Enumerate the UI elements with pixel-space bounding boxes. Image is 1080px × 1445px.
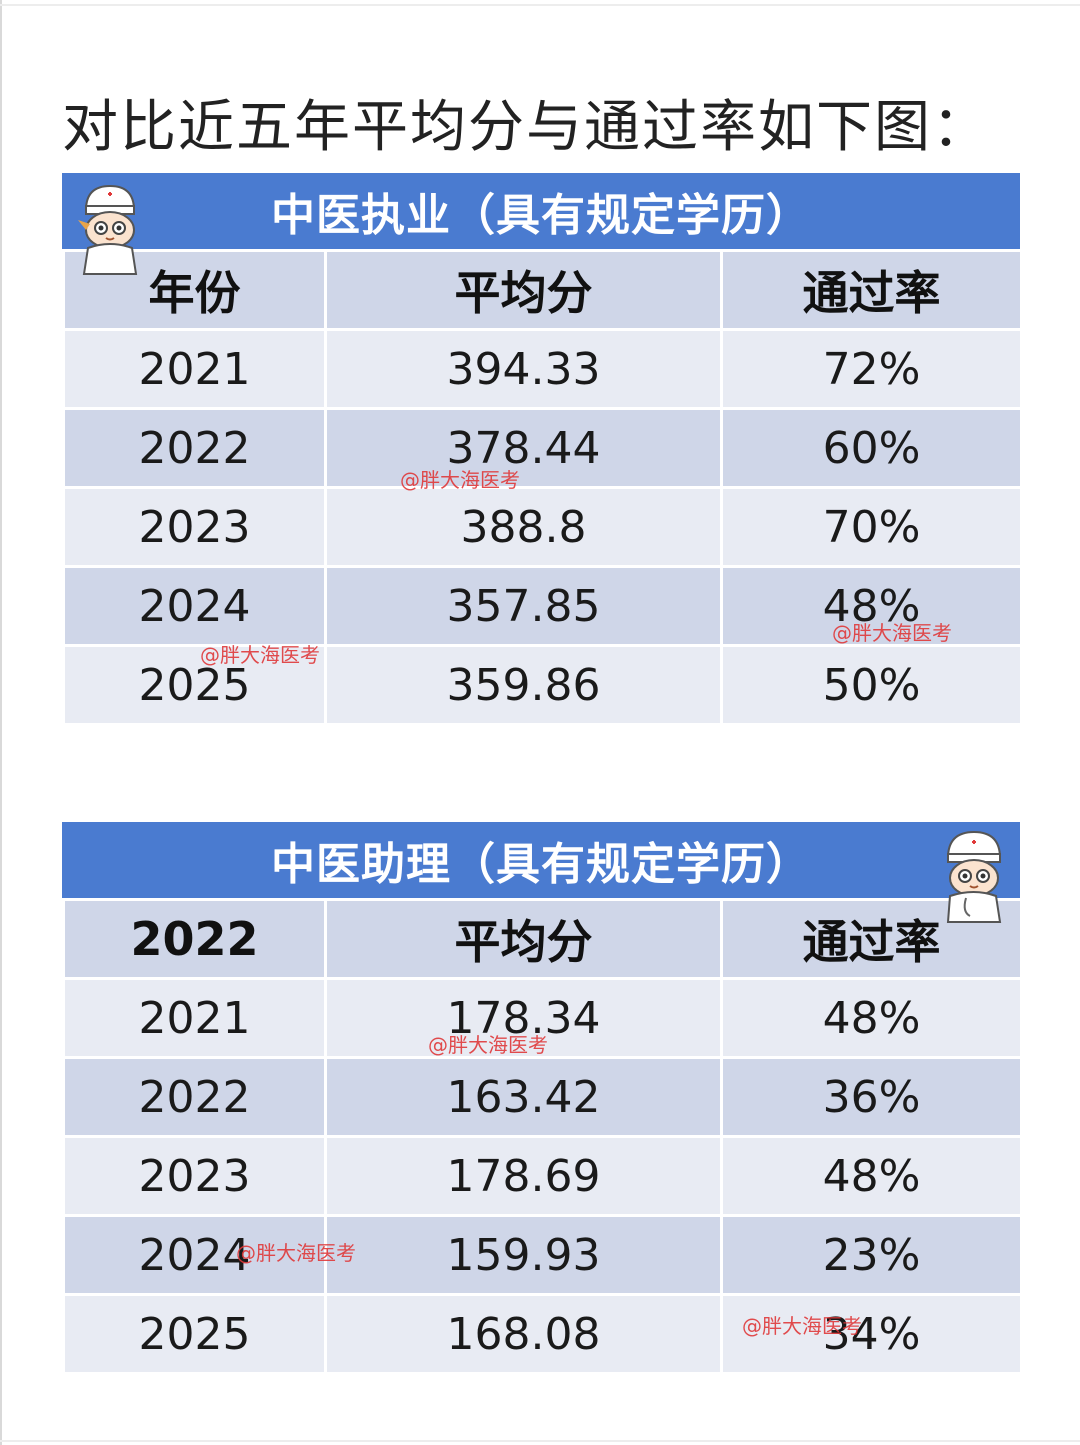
table-row: 2022 378.44 60% [62, 407, 1023, 489]
frame-left-border [0, 0, 2, 1445]
table-row: 2024 159.93 23% [62, 1214, 1023, 1296]
table-row: 2025 168.08 34% [62, 1293, 1023, 1375]
pass-rate-cell: 34% [720, 1293, 1023, 1375]
year-cell: 2025 [62, 1293, 327, 1375]
table1-grid: 年份 平均分 通过率 2021 394.33 72% 2022 378.44 6… [62, 249, 1023, 726]
year-cell: 2023 [62, 486, 327, 568]
table-assistant-physician: 中医助理（具有规定学历） 2022 平均分 通过率 2021 178.34 48… [62, 822, 1023, 1375]
pass-rate-cell: 36% [720, 1056, 1023, 1138]
frame-top-border [0, 4, 1080, 6]
table2-grid: 2022 平均分 通过率 2021 178.34 48% 2022 163.42… [62, 898, 1023, 1375]
table-row: 2023 178.69 48% [62, 1135, 1023, 1217]
table1-banner: 中医执业（具有规定学历） [62, 173, 1020, 249]
average-score-cell: 178.34 [324, 977, 723, 1059]
year-cell: 2024 [62, 565, 327, 647]
pass-rate-cell: 70% [720, 486, 1023, 568]
average-score-cell: 394.33 [324, 328, 723, 410]
year-cell: 2022 [62, 407, 327, 489]
year-cell: 2023 [62, 1135, 327, 1217]
average-score-cell: 378.44 [324, 407, 723, 489]
table2-banner: 中医助理（具有规定学历） [62, 822, 1020, 898]
year-cell: 2022 [62, 1056, 327, 1138]
doctor-cartoon-icon [946, 830, 1002, 923]
table1-header-row: 年份 平均分 通过率 [62, 249, 1023, 331]
table2-header-year: 2022 [62, 898, 327, 980]
year-cell: 2024 [62, 1214, 327, 1296]
year-cell: 2021 [62, 328, 327, 410]
table-licensed-physician: 中医执业（具有规定学历） 年份 平均分 通过率 2021 394.33 72% … [62, 173, 1023, 726]
table1-header-rate: 通过率 [720, 249, 1023, 331]
average-score-cell: 163.42 [324, 1056, 723, 1138]
table-row: 2021 178.34 48% [62, 977, 1023, 1059]
year-cell: 2021 [62, 977, 327, 1059]
average-score-cell: 359.86 [324, 644, 723, 726]
page-title: 对比近五年平均分与通过率如下图： [62, 95, 990, 160]
pass-rate-cell: 48% [720, 1135, 1023, 1217]
average-score-cell: 168.08 [324, 1293, 723, 1375]
average-score-cell: 357.85 [324, 565, 723, 647]
table2-banner-label: 中医助理（具有规定学历） [271, 839, 811, 890]
table1-header-avg: 平均分 [324, 249, 723, 331]
table-row: 2022 163.42 36% [62, 1056, 1023, 1138]
pass-rate-cell: 48% [720, 565, 1023, 647]
table-row: 2024 357.85 48% [62, 565, 1023, 647]
table1-banner-label: 中医执业（具有规定学历） [271, 190, 811, 241]
table-row: 2025 359.86 50% [62, 644, 1023, 726]
table2-header-row: 2022 平均分 通过率 [62, 898, 1023, 980]
doctor-cartoon-icon [78, 184, 138, 275]
year-cell: 2025 [62, 644, 327, 726]
pass-rate-cell: 50% [720, 644, 1023, 726]
average-score-cell: 159.93 [324, 1214, 723, 1296]
frame-bottom-border [0, 1440, 1080, 1442]
pass-rate-cell: 60% [720, 407, 1023, 489]
pass-rate-cell: 48% [720, 977, 1023, 1059]
table2-header-avg: 平均分 [324, 898, 723, 980]
table-row: 2021 394.33 72% [62, 328, 1023, 410]
pass-rate-cell: 72% [720, 328, 1023, 410]
pass-rate-cell: 23% [720, 1214, 1023, 1296]
average-score-cell: 178.69 [324, 1135, 723, 1217]
table-row: 2023 388.8 70% [62, 486, 1023, 568]
average-score-cell: 388.8 [324, 486, 723, 568]
